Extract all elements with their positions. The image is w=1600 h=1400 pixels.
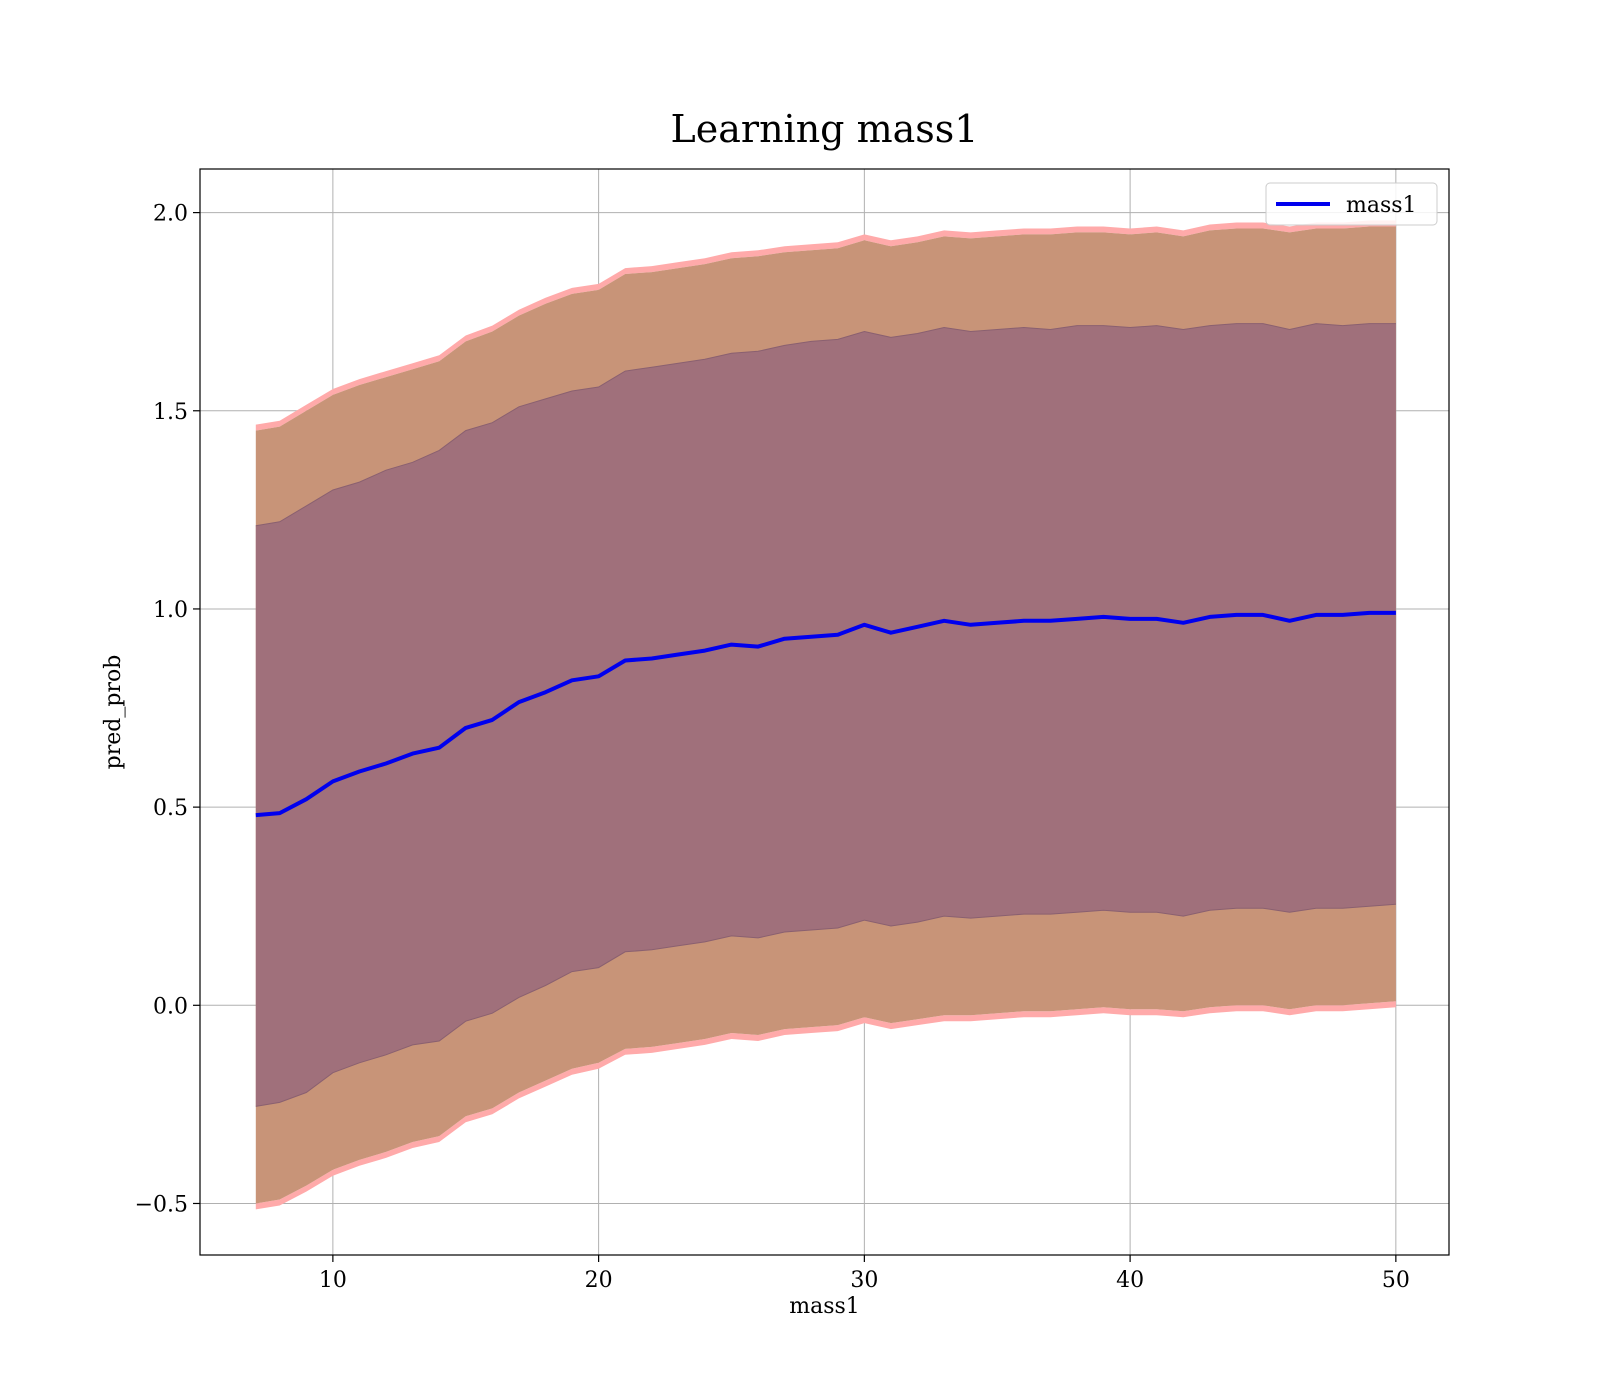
y-tick-label: 1.5 <box>153 400 188 425</box>
bands <box>255 220 1396 1210</box>
y-tick-label: −0.5 <box>135 1192 188 1217</box>
y-tick-label: 0.0 <box>153 994 188 1019</box>
x-tick-label: 30 <box>850 1268 878 1293</box>
series-line-mass1 <box>255 610 1396 818</box>
x-tick-label: 20 <box>585 1268 613 1293</box>
x-tick-label: 50 <box>1382 1268 1410 1293</box>
inner-band-bottom-edge <box>255 903 1396 1107</box>
legend: mass1 <box>1265 182 1438 226</box>
y-axis-label: pred_prob <box>101 655 126 770</box>
x-axis-label: mass1 <box>789 1294 860 1319</box>
series-lines <box>255 610 1396 818</box>
y-tick-label: 1.0 <box>153 598 188 623</box>
inner-band-top-edge <box>255 323 1396 527</box>
legend-box <box>1265 182 1438 226</box>
plot-frame <box>199 168 1450 1256</box>
legend-label-mass1: mass1 <box>1346 193 1417 218</box>
ticks: 10 20 30 40 50 −0.5 0.0 0.5 1.0 1.5 2.0 <box>135 202 1410 1293</box>
chart-title: Learning mass1 <box>671 107 979 151</box>
x-tick-label: 10 <box>319 1268 347 1293</box>
y-tick-label: 2.0 <box>153 202 188 227</box>
x-tick-label: 40 <box>1116 1268 1144 1293</box>
y-tick-label: 0.5 <box>153 796 188 821</box>
